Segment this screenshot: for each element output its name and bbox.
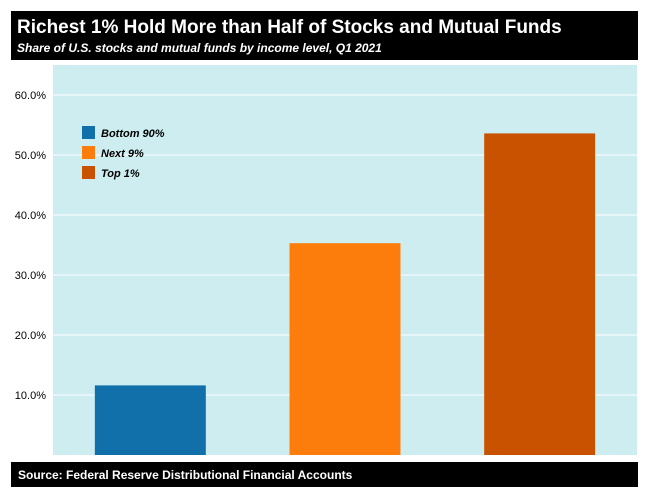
y-axis: 10.0% 20.0% 30.0% 40.0% 50.0% 60.0%	[15, 90, 46, 402]
chart-footer: Source: Federal Reserve Distributional F…	[11, 462, 638, 487]
bar	[94, 385, 206, 455]
y-tick-label: 40.0%	[15, 210, 46, 222]
y-tick-label: 60.0%	[15, 90, 46, 102]
bars	[94, 133, 596, 455]
y-tick-label: 50.0%	[15, 150, 46, 162]
chart-subtitle: Share of U.S. stocks and mutual funds by…	[17, 41, 382, 55]
legend-swatch	[82, 126, 95, 139]
y-tick-label: 30.0%	[15, 270, 46, 282]
legend-swatch	[82, 166, 95, 179]
y-tick-label: 10.0%	[15, 390, 46, 402]
bar	[484, 133, 596, 455]
chart-area: 10.0% 20.0% 30.0% 40.0% 50.0% 60.0% Bottom 90…	[0, 60, 649, 460]
legend-label: Next 9%	[101, 148, 144, 160]
chart-header: Richest 1% Hold More than Half of Stocks…	[11, 11, 638, 60]
bar-chart: 10.0% 20.0% 30.0% 40.0% 50.0% 60.0% Bottom 90…	[15, 65, 637, 455]
legend-label: Bottom 90%	[101, 128, 165, 140]
y-tick-label: 20.0%	[15, 330, 46, 342]
legend-label: Top 1%	[101, 168, 140, 180]
chart-title: Richest 1% Hold More than Half of Stocks…	[17, 17, 562, 38]
bar	[289, 243, 401, 455]
source-note: Source: Federal Reserve Distributional F…	[18, 468, 353, 482]
legend: Bottom 90% Next 9% Top 1%	[82, 126, 165, 180]
legend-swatch	[82, 146, 95, 159]
